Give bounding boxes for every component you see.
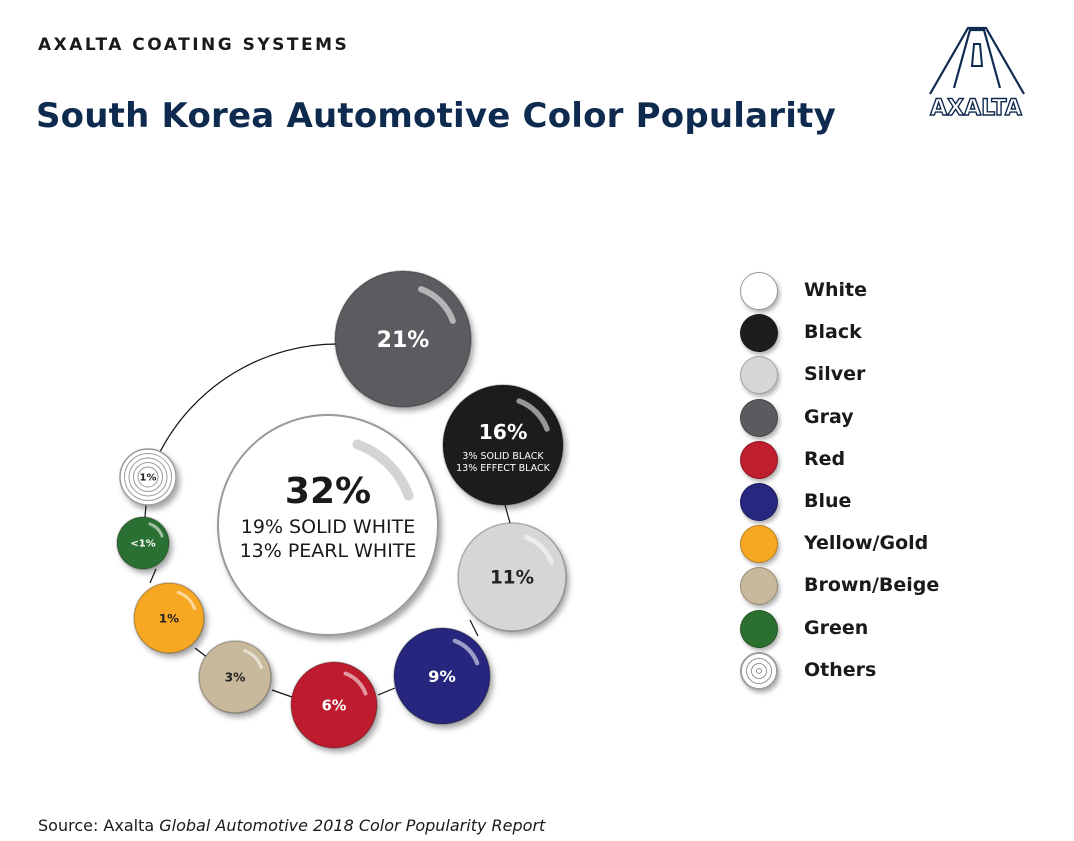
bubble-circle	[198, 640, 272, 714]
bubble-circle	[442, 384, 564, 506]
gloss-highlight	[148, 522, 164, 538]
legend-swatch	[740, 483, 778, 521]
bubble-value: 3%	[225, 670, 246, 684]
legend-label: Yellow/Gold	[804, 532, 929, 555]
legend-item-others: Others	[740, 651, 980, 690]
legend-label: Others	[804, 658, 877, 681]
connector-line	[144, 504, 147, 518]
legend-label: Red	[804, 447, 846, 470]
legend-label: Black	[804, 321, 862, 344]
axalta-logo-icon	[929, 26, 1025, 95]
bubble-circle	[133, 582, 205, 654]
bubble-circle	[290, 661, 378, 749]
legend-item-brown-beige: Brown/Beige	[740, 567, 980, 606]
gloss-highlight	[176, 590, 197, 611]
connector-line	[149, 568, 157, 584]
bubble-circle	[119, 448, 177, 506]
legend-label: Blue	[804, 490, 852, 512]
bubble-yellow-gold: 1%	[133, 582, 205, 654]
gloss-highlight	[452, 638, 480, 666]
ring	[124, 453, 172, 501]
legend-swatch	[740, 567, 778, 606]
legend-label: White	[804, 279, 867, 301]
gloss-highlight	[516, 398, 550, 432]
legend-swatch	[740, 398, 778, 437]
bubble-blue: 9%	[393, 627, 491, 725]
bubble-sub-label: 3% SOLID BLACK	[462, 451, 544, 462]
page-title: South Korea Automotive Color Popularity	[36, 96, 836, 136]
legend-swatch	[740, 356, 778, 395]
legend-item-red: Red	[740, 440, 980, 479]
legend-swatch	[740, 272, 778, 310]
legend-swatch	[740, 609, 778, 648]
legend-item-green: Green	[740, 609, 980, 648]
bubble-others: 1%	[119, 448, 177, 506]
bubble-circle	[217, 414, 439, 636]
legend-swatch	[740, 525, 778, 564]
bubble-value: 32%	[285, 471, 371, 512]
connector-line	[271, 689, 293, 698]
legend-label: Brown/Beige	[804, 574, 940, 597]
ring	[133, 462, 163, 492]
company-name: AXALTA COATING SYSTEMS	[38, 35, 350, 55]
legend-item-silver: Silver	[740, 356, 980, 395]
gloss-highlight	[343, 671, 368, 696]
connector-arc	[159, 343, 341, 453]
legend-label: Gray	[804, 405, 854, 428]
connector-line	[504, 504, 511, 524]
legend-label: Green	[804, 616, 869, 639]
legend-swatch	[740, 651, 778, 690]
legend-swatch	[740, 440, 778, 479]
bubble-value: 11%	[490, 568, 534, 589]
ring	[137, 466, 159, 488]
legend-label: Silver	[804, 363, 866, 386]
bubble-value: 1%	[159, 611, 179, 625]
connector-line	[377, 687, 396, 696]
bubble-circle	[457, 522, 567, 632]
bubble-value: 21%	[377, 328, 430, 353]
bubble-value: 6%	[322, 697, 347, 714]
bubble-silver: 11%	[457, 522, 567, 632]
bubble-brown-beige: 3%	[198, 640, 272, 714]
connector-line	[469, 619, 479, 637]
bubble-value: 9%	[428, 667, 456, 686]
gloss-highlight	[153, 454, 171, 472]
source-note: Source: Axalta Global Automotive 2018 Co…	[38, 816, 545, 835]
bubble-red: 6%	[290, 661, 378, 749]
bubble-gray: 21%	[334, 270, 472, 408]
legend-item-gray: Gray	[740, 398, 980, 437]
legend-item-yellow-gold: Yellow/Gold	[740, 525, 980, 564]
bubble-circle	[393, 627, 491, 725]
source-prefix: Source: Axalta	[38, 816, 160, 835]
bubble-sub-label: 13% PEARL WHITE	[240, 540, 417, 562]
legend-swatch	[740, 314, 778, 353]
ring	[128, 457, 168, 497]
bubble-green: <1%	[116, 516, 170, 570]
bubble-circle	[116, 516, 170, 570]
bubble-value: <1%	[130, 539, 155, 550]
bubble-sub-label: 19% SOLID WHITE	[241, 516, 415, 538]
bubble-value: 1%	[140, 473, 157, 484]
gloss-highlight	[523, 534, 555, 566]
legend-item-blue: Blue	[740, 483, 980, 521]
legend-item-white: White	[740, 272, 980, 310]
bubble-value: 16%	[479, 420, 528, 444]
gloss-highlight	[418, 286, 456, 324]
source-title: Global Automotive 2018 Color Popularity …	[159, 816, 546, 835]
gloss-highlight	[242, 648, 264, 670]
bubble-sub-label: 13% EFFECT BLACK	[456, 463, 551, 474]
bubble-circle	[334, 270, 472, 408]
gloss-highlight	[352, 439, 414, 501]
legend-item-black: Black	[740, 314, 980, 353]
logo-wordmark: AXALTA	[929, 95, 1022, 121]
